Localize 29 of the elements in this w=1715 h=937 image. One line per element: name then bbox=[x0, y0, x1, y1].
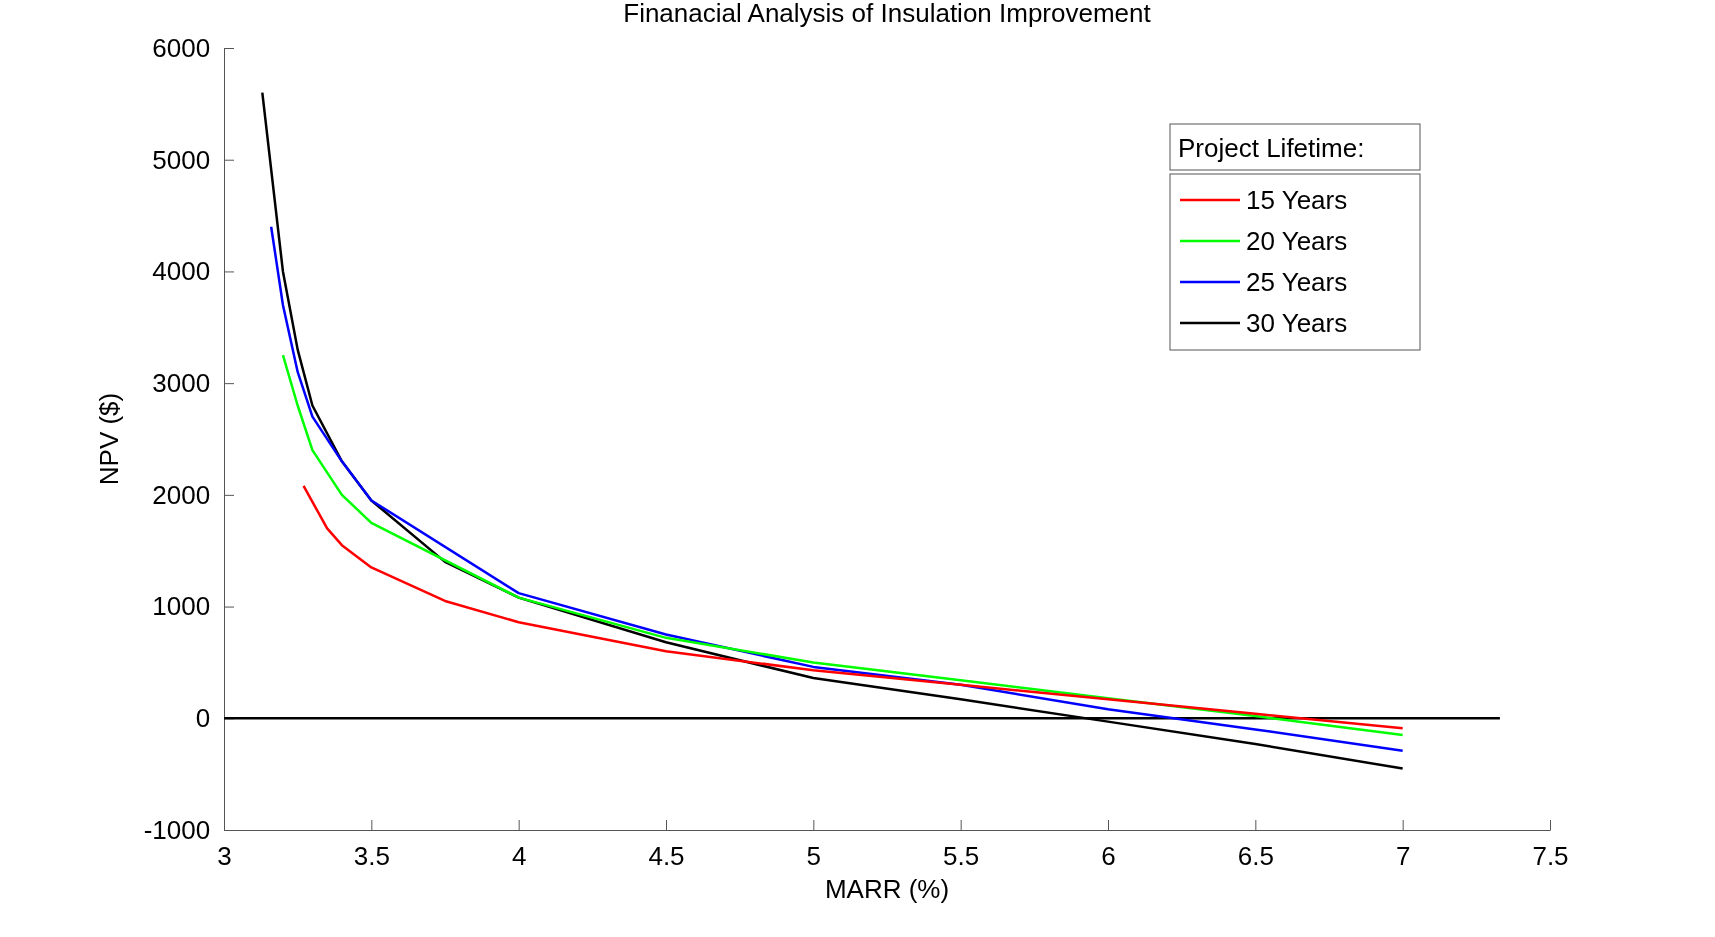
x-axis-title: MARR (%) bbox=[824, 874, 950, 904]
legend-label: 15 Years bbox=[1246, 185, 1348, 215]
x-tick-label: 7.5 bbox=[1532, 840, 1569, 871]
legend-label: 20 Years bbox=[1246, 226, 1348, 256]
y-tick-label: 1000 bbox=[152, 591, 211, 622]
y-tick-label: 0 bbox=[195, 703, 211, 734]
x-tick-label: 6 bbox=[1101, 840, 1116, 871]
line-series bbox=[281, 353, 1404, 737]
x-tick-label: 5.5 bbox=[943, 840, 980, 871]
y-tick-label: 5000 bbox=[152, 144, 211, 175]
legend-label: 25 Years bbox=[1246, 267, 1348, 297]
x-tick-label: 4.5 bbox=[648, 840, 685, 871]
y-axis-title: NPV ($) bbox=[94, 392, 124, 486]
legend-label: 30 Years bbox=[1246, 308, 1348, 338]
y-tick-label: 2000 bbox=[152, 479, 211, 510]
y-tick-label: 4000 bbox=[152, 256, 211, 287]
line-series bbox=[302, 484, 1404, 730]
y-tick-label: 3000 bbox=[152, 367, 211, 398]
y-tick-label: -1000 bbox=[143, 814, 211, 845]
line-series bbox=[269, 225, 1404, 752]
legend-title: Project Lifetime: bbox=[1178, 133, 1365, 163]
x-tick-label: 5 bbox=[806, 840, 822, 871]
y-tick-label: 6000 bbox=[152, 32, 211, 63]
x-tick-label: 3 bbox=[217, 840, 232, 871]
x-tick-label: 7 bbox=[1395, 840, 1411, 871]
x-tick-label: 6.5 bbox=[1237, 840, 1274, 871]
x-tick-label: 4 bbox=[511, 840, 527, 871]
chart-title: Finanacial Analysis of Insulation Improvement bbox=[623, 0, 1152, 28]
x-tick-label: 3.5 bbox=[353, 840, 390, 871]
